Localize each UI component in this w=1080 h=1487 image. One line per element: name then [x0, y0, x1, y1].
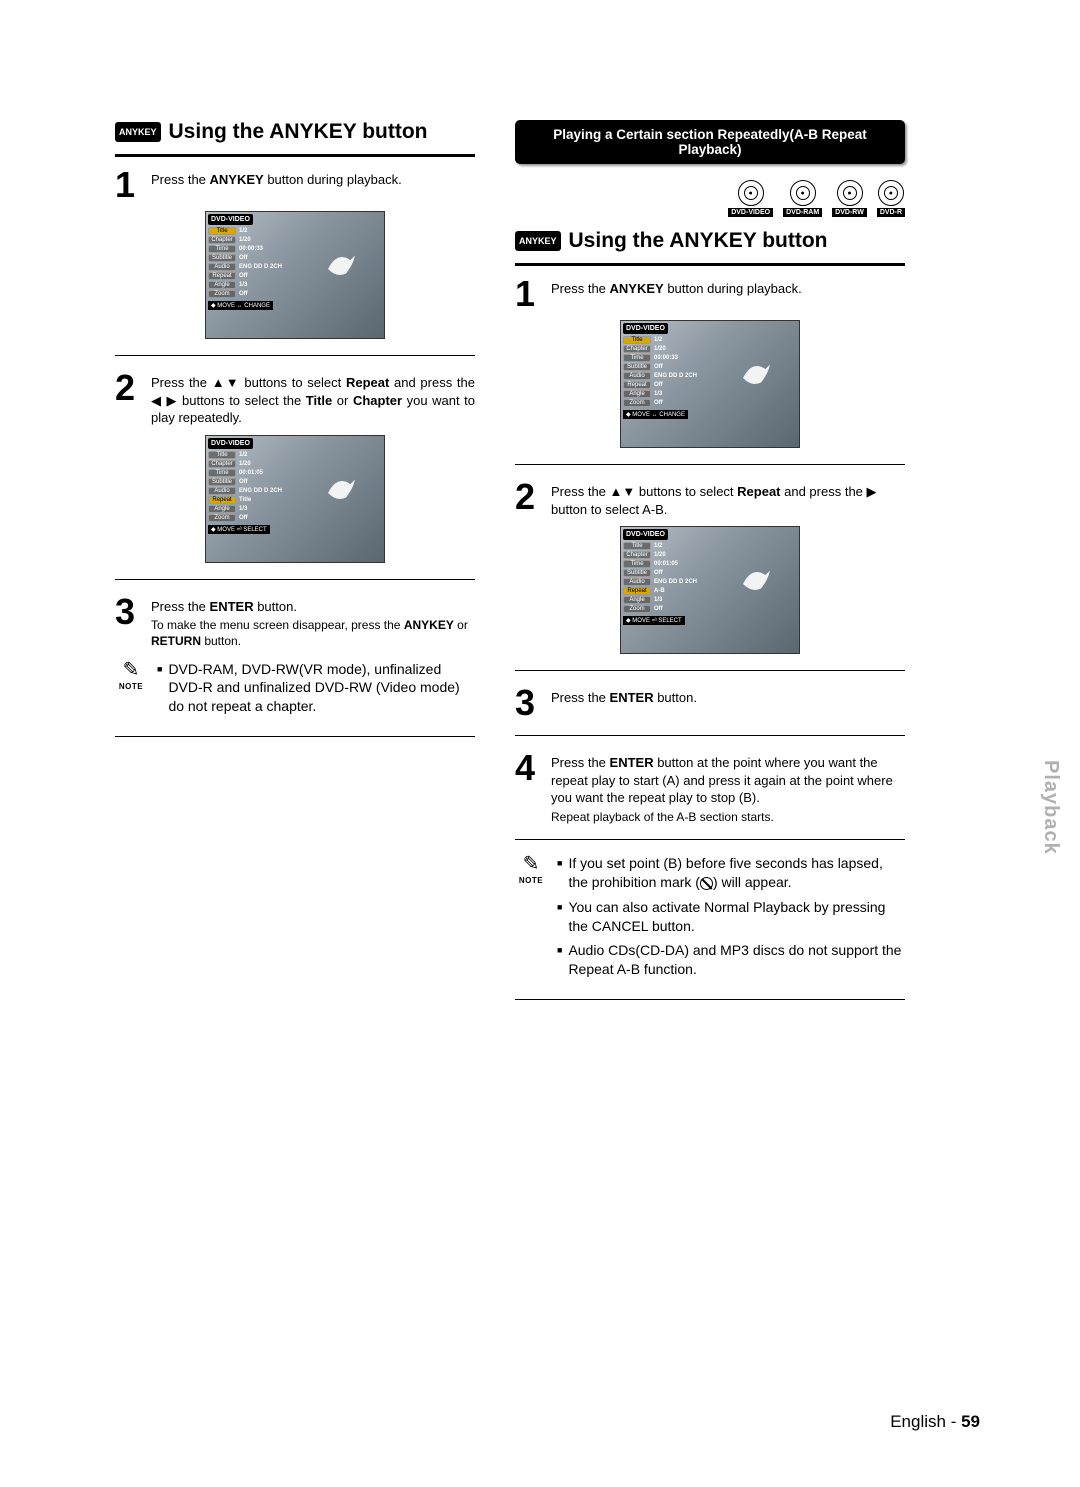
right-step-3: 3 Press the ENTER button.: [515, 685, 905, 721]
osd-1: DVD-VIDEOTitle1/2Chapter1/20Time00:00:33…: [115, 211, 475, 339]
disc-row: ●DVD-VIDEO ●DVD-RAM ●DVD-RW ●DVD-R: [515, 180, 905, 217]
right-step-2: 2 Press the ▲▼ buttons to select Repeat …: [515, 479, 905, 518]
section-title: Using the ANYKEY button: [169, 120, 428, 144]
right-column: Playing a Certain section Repeatedly(A-B…: [515, 120, 905, 1014]
step-text: Press the ENTER button at the point wher…: [551, 750, 905, 825]
left-heading: ANYKEY Using the ANYKEY button: [115, 120, 475, 144]
osd-1: DVD-VIDEOTitle1/2Chapter1/20Time00:00:33…: [515, 320, 905, 448]
right-step-1: 1 Press the ANYKEY button during playbac…: [515, 276, 905, 312]
anykey-badge: ANYKEY: [515, 231, 561, 251]
ab-repeat-banner: Playing a Certain section Repeatedly(A-B…: [515, 120, 905, 164]
step-num: 1: [515, 276, 543, 312]
rule: [115, 154, 475, 157]
note-icon: ✎ NOTE: [115, 660, 147, 691]
left-note: ✎ NOTE DVD-RAM, DVD-RW(VR mode), unfinal…: [115, 660, 475, 723]
note-icon: ✎ NOTE: [515, 854, 547, 885]
note-body: DVD-RAM, DVD-RW(VR mode), unfinalized DV…: [157, 660, 475, 723]
disc-icon: ●DVD-RW: [832, 180, 867, 217]
side-tab: Playback: [1039, 760, 1062, 855]
rule: [515, 263, 905, 266]
step-num: 4: [515, 750, 543, 825]
pencil-icon: ✎: [115, 660, 147, 680]
rule: [115, 355, 475, 356]
right-note: ✎ NOTE If you set point (B) before five …: [515, 854, 905, 985]
left-step-1: 1 Press the ANYKEY button during playbac…: [115, 167, 475, 203]
step-num: 1: [115, 167, 143, 203]
step-text: Press the ▲▼ buttons to select Repeat an…: [151, 370, 475, 427]
step-text: Press the ENTER button.: [551, 685, 697, 721]
disc-icon: ●DVD-R: [877, 180, 905, 217]
disc-icon: ●DVD-VIDEO: [728, 180, 773, 217]
rule: [115, 579, 475, 580]
osd-2: DVD-VIDEOTitle1/2Chapter1/20Time00:01:05…: [515, 526, 905, 654]
left-step-2: 2 Press the ▲▼ buttons to select Repeat …: [115, 370, 475, 427]
step-text: Press the ANYKEY button during playback.: [551, 276, 802, 312]
rule: [515, 839, 905, 840]
anykey-badge: ANYKEY: [115, 122, 161, 142]
note-body: If you set point (B) before five seconds…: [557, 854, 905, 985]
rule: [515, 670, 905, 671]
section-title: Using the ANYKEY button: [569, 229, 828, 253]
rule: [515, 464, 905, 465]
step-text: Press the ▲▼ buttons to select Repeat an…: [551, 479, 905, 518]
prohibit-icon: [700, 877, 713, 890]
step-num: 3: [115, 594, 143, 650]
right-heading: ANYKEY Using the ANYKEY button: [515, 229, 905, 253]
step-num: 2: [115, 370, 143, 427]
step-text: Press the ANYKEY button during playback.: [151, 167, 402, 203]
rule: [115, 736, 475, 737]
osd-2: DVD-VIDEOTitle1/2Chapter1/20Time00:01:05…: [115, 435, 475, 563]
page-footer: English - 59: [890, 1412, 980, 1432]
step-text: Press the ENTER button. To make the menu…: [151, 594, 475, 650]
step-num: 2: [515, 479, 543, 518]
pencil-icon: ✎: [515, 854, 547, 874]
disc-icon: ●DVD-RAM: [783, 180, 822, 217]
rule: [515, 735, 905, 736]
rule: [515, 999, 905, 1000]
left-step-3: 3 Press the ENTER button. To make the me…: [115, 594, 475, 650]
step-num: 3: [515, 685, 543, 721]
left-column: ANYKEY Using the ANYKEY button 1 Press t…: [115, 120, 475, 1014]
right-step-4: 4 Press the ENTER button at the point wh…: [515, 750, 905, 825]
